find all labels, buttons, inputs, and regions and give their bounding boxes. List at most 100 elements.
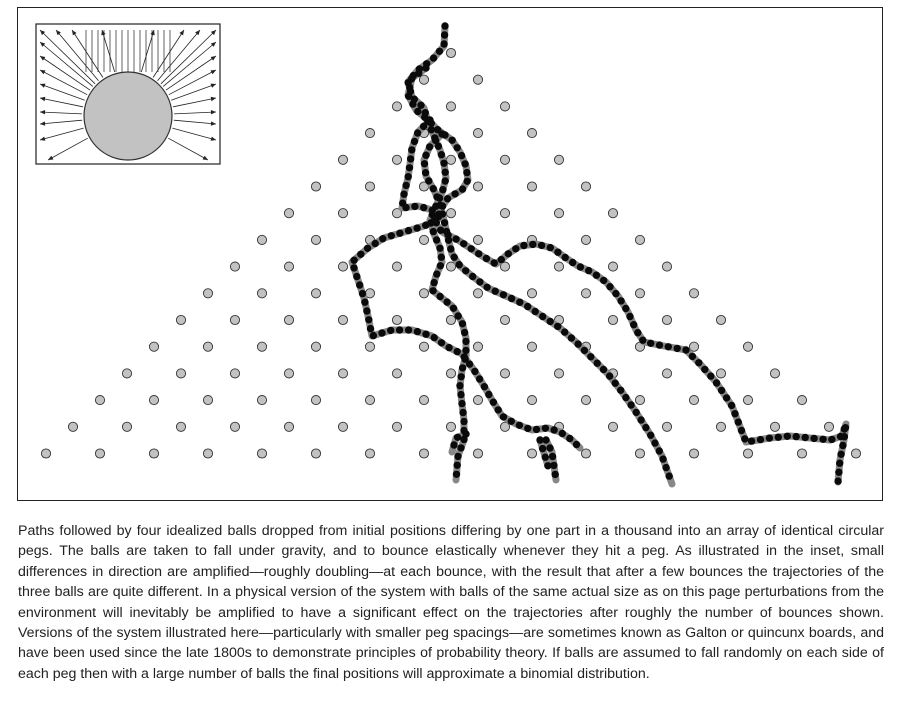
peg: [499, 208, 511, 219]
peg: [472, 395, 484, 406]
peg: [337, 314, 349, 326]
ball-mark: [664, 343, 672, 351]
inset-ray: [101, 29, 116, 73]
ball-mark: [756, 435, 765, 444]
ball-mark: [637, 416, 645, 424]
ball-mark: [524, 424, 532, 433]
peg: [283, 261, 295, 272]
ball-mark: [516, 298, 524, 306]
ball-mark: [363, 244, 372, 252]
ball-mark: [461, 160, 469, 168]
ball-mark: [404, 173, 412, 181]
ball-mark: [542, 436, 550, 444]
peg: [364, 448, 376, 459]
peg: [634, 234, 646, 245]
ball-mark: [402, 181, 410, 190]
ball-mark: [532, 425, 541, 434]
peg: [364, 128, 376, 139]
ball-mark: [406, 155, 415, 163]
inset-ray: [39, 119, 83, 125]
ball-mark: [741, 435, 749, 443]
peg: [634, 288, 646, 299]
ball-mark: [436, 262, 445, 270]
ball-mark: [507, 294, 516, 303]
ball-mark: [456, 382, 464, 390]
peg: [364, 395, 376, 406]
ball-mark: [520, 241, 528, 250]
peg: [418, 448, 430, 459]
peg: [418, 74, 430, 85]
ball-mark: [429, 185, 437, 193]
ball-mark: [546, 444, 554, 452]
peg: [472, 234, 484, 245]
peg: [715, 421, 727, 432]
ball-mark: [480, 383, 489, 391]
ball-mark: [414, 107, 422, 116]
ball-mark: [442, 227, 451, 236]
ball-mark: [448, 136, 456, 144]
ball-mark: [409, 100, 417, 108]
ball-mark: [458, 364, 467, 372]
ball-mark: [541, 424, 550, 432]
ball-mark: [395, 326, 404, 334]
peg: [607, 208, 619, 219]
ball-mark: [430, 217, 438, 225]
inset-ray: [39, 69, 88, 96]
inset-arrowhead: [195, 30, 200, 36]
ball-mark: [471, 367, 479, 376]
peg: [688, 341, 700, 352]
peg: [499, 368, 511, 379]
inset-ray: [172, 127, 217, 141]
ball-mark: [427, 126, 435, 134]
ball-mark: [727, 401, 736, 410]
ball-mark: [369, 331, 378, 340]
inset-diagram: [35, 23, 221, 165]
peg: [364, 181, 376, 192]
ball-mark: [462, 267, 470, 275]
ball-mark: [734, 418, 742, 426]
ball-mark: [361, 298, 369, 306]
peg: [337, 421, 349, 432]
peg: [391, 101, 403, 112]
peg: [148, 395, 160, 406]
peg: [634, 448, 646, 459]
ball-mark: [499, 291, 508, 299]
ball-mark: [475, 250, 483, 258]
peg: [769, 421, 781, 432]
peg: [94, 395, 106, 406]
ball-mark: [436, 292, 444, 301]
ball-mark: [422, 151, 430, 159]
ball-mark: [417, 101, 425, 109]
inset-arrowhead: [210, 121, 216, 126]
ball-mark: [504, 250, 512, 258]
peg: [688, 448, 700, 459]
peg: [715, 368, 727, 379]
inset-arrowhead: [210, 136, 216, 141]
inset-ray: [173, 111, 217, 115]
ball-mark: [593, 359, 601, 367]
ball-mark: [396, 229, 404, 237]
ball-mark: [566, 434, 574, 443]
ball-mark: [437, 339, 446, 347]
peg: [283, 314, 295, 326]
peg: [580, 234, 592, 245]
peg: [499, 314, 511, 326]
ball-mark: [430, 333, 438, 342]
inset-arrowhead: [40, 56, 46, 61]
ball-mark: [580, 346, 589, 355]
peg: [418, 234, 430, 245]
ball-mark: [438, 210, 447, 218]
ball-mark: [440, 219, 449, 227]
peg: [256, 395, 268, 406]
ball-mark: [459, 408, 467, 417]
ball-mark: [482, 254, 491, 263]
ball-mark: [458, 320, 467, 328]
ball-mark: [587, 353, 595, 361]
ball-mark: [722, 394, 731, 402]
ball-mark: [451, 190, 459, 198]
ball-mark: [569, 258, 577, 267]
ball-mark: [458, 185, 467, 193]
peg: [553, 261, 565, 272]
peg: [472, 128, 484, 139]
ball-mark: [747, 437, 756, 445]
